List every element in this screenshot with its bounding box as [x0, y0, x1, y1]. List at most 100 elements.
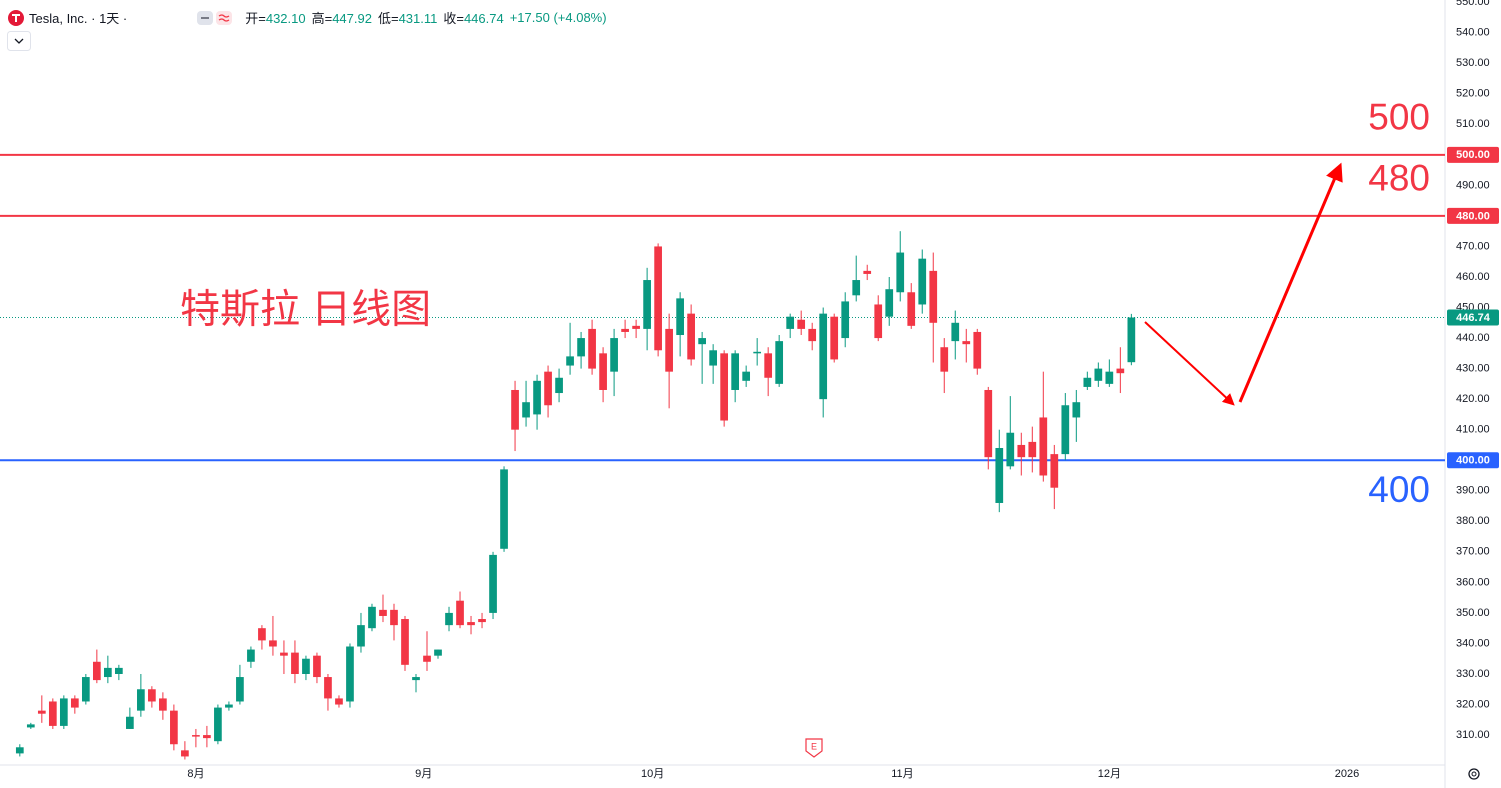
y-tick-label: 490.00 — [1456, 179, 1490, 191]
candle-body — [357, 625, 365, 647]
candle-body — [709, 350, 717, 366]
y-tick-label: 550.00 — [1456, 0, 1490, 8]
logo — [8, 9, 24, 26]
price-label: 400.00 — [1456, 455, 1490, 467]
candle-body — [456, 600, 464, 626]
candle-body — [59, 698, 68, 726]
line-annotation: 480 — [1368, 158, 1430, 199]
ohlc-label: 开= — [245, 11, 266, 26]
candle-body — [390, 609, 398, 626]
y-tick-label: 370.00 — [1456, 546, 1490, 558]
candle-body — [852, 280, 861, 296]
candle-body — [588, 328, 596, 369]
candle-body — [302, 658, 310, 674]
candle-body — [379, 609, 387, 616]
candle-body — [731, 353, 740, 390]
collapse-button[interactable] — [7, 31, 31, 51]
candle-body — [687, 313, 695, 360]
candle-body — [159, 698, 167, 711]
candle-body — [522, 402, 530, 418]
candle-body — [148, 689, 156, 702]
candle-body — [819, 313, 828, 400]
candle-body — [500, 469, 508, 549]
candle-body — [115, 667, 123, 674]
candle-body — [1072, 402, 1081, 418]
candle-body — [247, 649, 255, 662]
candle-body — [676, 298, 684, 336]
candle-body — [280, 652, 288, 656]
candle-body — [918, 258, 927, 305]
candle-body — [1127, 317, 1136, 363]
candle-body — [577, 338, 585, 357]
candle-body — [26, 724, 35, 728]
symbol-title[interactable]: Tesla, Inc. · 1天 · — [29, 11, 128, 26]
candle-body — [808, 328, 817, 342]
candle-body — [940, 347, 949, 372]
candle-body — [665, 328, 673, 372]
candle-body — [566, 356, 574, 366]
settings-icon[interactable] — [1468, 768, 1480, 780]
y-tick-label: 380.00 — [1456, 515, 1490, 527]
y-tick-label: 330.00 — [1456, 668, 1490, 680]
candle-body — [445, 612, 453, 626]
candle-body — [511, 389, 519, 430]
price-label-box — [1447, 207, 1499, 224]
y-tick-label: 320.00 — [1456, 698, 1490, 710]
candle-body — [401, 619, 409, 665]
ohlc-label: 收= — [443, 11, 464, 26]
candle-body — [621, 328, 629, 332]
badges — [197, 10, 233, 25]
candle-body — [753, 351, 762, 354]
candle-body — [775, 341, 784, 384]
x-tick-label: 2026 — [1335, 768, 1359, 780]
y-tick-label: 350.00 — [1456, 607, 1490, 619]
line-annotation: 500 — [1368, 97, 1430, 138]
candle-body — [841, 301, 850, 339]
y-tick-label: 440.00 — [1456, 332, 1490, 344]
ohlc-value: 446.74 — [463, 11, 504, 26]
arrow — [1144, 321, 1235, 406]
earnings-marker[interactable]: E — [805, 738, 823, 758]
candle-body — [654, 246, 662, 351]
x-tick-label: 11月 — [891, 768, 913, 780]
change: +17.50 (+4.08%) — [509, 10, 607, 25]
candle-body — [48, 701, 57, 726]
y-tick-label: 360.00 — [1456, 576, 1490, 588]
candle-body — [70, 698, 79, 708]
candle-body — [368, 606, 376, 629]
y-tick-label: 390.00 — [1456, 485, 1490, 497]
candle-body — [192, 735, 200, 737]
ohlc-values: 开=432.10 高=447.92 低=431.11 收=446.74 — [245, 8, 509, 27]
ohlc-value: 447.92 — [332, 11, 372, 26]
candle-body — [126, 716, 134, 729]
y-tick-label: 340.00 — [1456, 637, 1490, 649]
candle-body — [92, 661, 101, 681]
candle-body — [258, 628, 266, 641]
candle-body — [203, 735, 211, 739]
line-annotation: 400 — [1368, 469, 1430, 510]
candle-body — [1094, 368, 1103, 381]
y-tick-label: 470.00 — [1456, 240, 1490, 252]
candle-body — [984, 389, 993, 458]
candle-body — [599, 353, 607, 390]
candle-body — [896, 252, 905, 293]
candle-body — [478, 619, 486, 623]
legend: Tesla, Inc. · 1天 · 开=432.10 高=447.92 低=431… — [8, 8, 613, 27]
x-tick-label: 10月 — [641, 768, 664, 780]
plot-area — [0, 153, 1445, 760]
candle-body — [544, 371, 552, 406]
x-tick-label: 12月 — [1098, 768, 1121, 780]
earnings-label: E — [811, 741, 817, 751]
candle-body — [181, 750, 189, 757]
candle-body — [1050, 454, 1059, 488]
candle-body — [962, 341, 971, 345]
candle-body — [1006, 432, 1015, 467]
y-tick-label: 460.00 — [1456, 271, 1490, 283]
ohlc-label: 低= — [377, 11, 399, 26]
y-tick-label: 520.00 — [1456, 88, 1490, 100]
candle-body — [907, 292, 916, 326]
candle-body — [236, 677, 244, 702]
candle-body — [643, 280, 651, 329]
